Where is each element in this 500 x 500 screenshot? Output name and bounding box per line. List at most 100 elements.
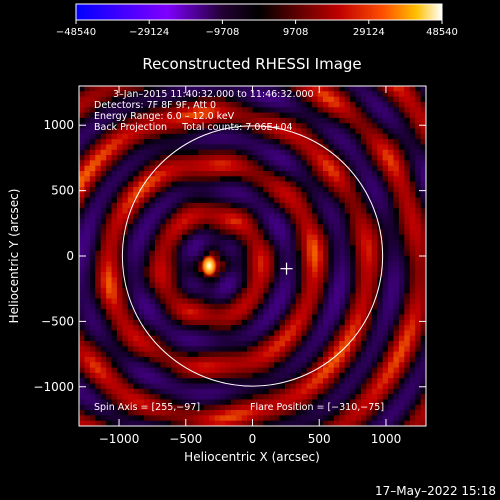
- heatmap-cell: [203, 160, 210, 167]
- heatmap-cell: [415, 378, 422, 385]
- heatmap-cell: [241, 96, 248, 103]
- heatmap-cell: [106, 240, 113, 247]
- heatmap-cell: [322, 266, 329, 273]
- heatmap-cell: [138, 250, 145, 257]
- heatmap-cell: [398, 101, 405, 108]
- heatmap-cell: [290, 356, 297, 363]
- colorbar-tick-label: 29124: [353, 27, 385, 38]
- heatmap-cell: [295, 378, 302, 385]
- heatmap-cell: [344, 213, 351, 220]
- heatmap-cell: [165, 309, 172, 316]
- heatmap-cell: [116, 271, 123, 278]
- heatmap-cell: [230, 362, 237, 369]
- heatmap-cell: [317, 218, 324, 225]
- heatmap-cell: [133, 234, 140, 241]
- heatmap-cell: [263, 282, 270, 289]
- chart-title: Reconstructed RHESSI Image: [142, 55, 361, 73]
- heatmap-cell: [317, 410, 324, 417]
- heatmap-cell: [263, 394, 270, 401]
- heatmap-cell: [192, 388, 199, 395]
- heatmap-cell: [89, 149, 96, 156]
- heatmap-cell: [187, 410, 194, 417]
- heatmap-cell: [176, 277, 183, 284]
- heatmap-cell: [301, 96, 308, 103]
- heatmap-cell: [247, 86, 254, 93]
- heatmap-cell: [100, 346, 107, 353]
- heatmap-cell: [225, 330, 232, 337]
- heatmap-cell: [111, 256, 118, 263]
- heatmap-cell: [236, 176, 243, 183]
- heatmap-cell: [176, 410, 183, 417]
- heatmap-cell: [317, 341, 324, 348]
- heatmap-cell: [263, 91, 270, 98]
- heatmap-cell: [116, 303, 123, 310]
- heatmap-cell: [144, 165, 151, 172]
- heatmap-cell: [420, 388, 426, 395]
- heatmap-cell: [420, 420, 426, 426]
- heatmap-cell: [306, 245, 313, 252]
- heatmap-cell: [111, 160, 118, 167]
- heatmap-cell: [241, 261, 248, 268]
- heatmap-cell: [268, 351, 275, 358]
- heatmap-cell: [393, 309, 400, 316]
- heatmap-cell: [317, 388, 324, 395]
- heatmap-cell: [187, 155, 194, 162]
- heatmap-cell: [89, 282, 96, 289]
- heatmap-cell: [111, 149, 118, 156]
- heatmap-cell: [241, 330, 248, 337]
- heatmap-cell: [328, 341, 335, 348]
- heatmap-cell: [203, 372, 210, 379]
- heatmap-cell: [95, 277, 102, 284]
- heatmap-cell: [312, 388, 319, 395]
- heatmap-cell: [295, 415, 302, 422]
- heatmap-cell: [333, 192, 340, 199]
- heatmap-cell: [209, 229, 216, 236]
- heatmap-cell: [274, 117, 281, 124]
- heatmap-cell: [415, 410, 422, 417]
- heatmap-cell: [257, 133, 264, 140]
- heatmap-cell: [106, 101, 113, 108]
- heatmap-cell: [290, 128, 297, 135]
- heatmap-cell: [312, 208, 319, 215]
- heatmap-cell: [312, 250, 319, 257]
- heatmap-cell: [398, 293, 405, 300]
- heatmap-cell: [127, 404, 134, 411]
- heatmap-cell: [328, 303, 335, 310]
- heatmap-cell: [203, 197, 210, 204]
- heatmap-cell: [371, 362, 378, 369]
- heatmap-cell: [360, 202, 367, 209]
- heatmap-cell: [415, 229, 422, 236]
- heatmap-cell: [247, 250, 254, 257]
- heatmap-cell: [404, 213, 411, 220]
- heatmap-cell: [149, 410, 156, 417]
- heatmap-cell: [176, 282, 183, 289]
- heatmap-cell: [106, 123, 113, 130]
- heatmap-cell: [95, 240, 102, 247]
- heatmap-cell: [122, 197, 129, 204]
- heatmap-cell: [198, 266, 205, 273]
- heatmap-cell: [268, 181, 275, 188]
- heatmap-cell: [84, 240, 91, 247]
- heatmap-cell: [355, 208, 362, 215]
- heatmap-cell: [355, 117, 362, 124]
- heatmap-cell: [420, 410, 426, 417]
- heatmap-cell: [415, 314, 422, 321]
- heatmap-cell: [404, 335, 411, 342]
- heatmap-cell: [339, 399, 346, 406]
- heatmap-cell: [192, 192, 199, 199]
- heatmap-cell: [225, 325, 232, 332]
- heatmap-cell: [241, 335, 248, 342]
- heatmap-cell: [225, 383, 232, 390]
- heatmap-cell: [236, 234, 243, 241]
- heatmap-cell: [100, 420, 107, 426]
- heatmap-cell: [295, 266, 302, 273]
- heatmap-cell: [192, 155, 199, 162]
- heatmap-cell: [133, 367, 140, 374]
- heatmap-cell: [176, 202, 183, 209]
- heatmap-cell: [182, 133, 189, 140]
- heatmap-cell: [366, 155, 373, 162]
- heatmap-cell: [182, 282, 189, 289]
- heatmap-cell: [393, 261, 400, 268]
- heatmap-cell: [241, 341, 248, 348]
- heatmap-cell: [263, 346, 270, 353]
